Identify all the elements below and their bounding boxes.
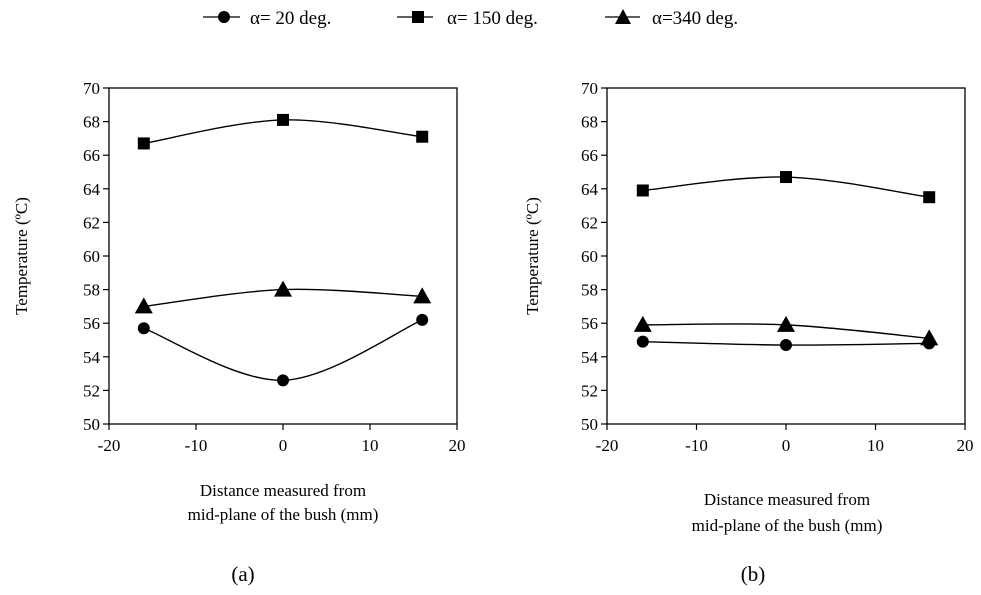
- x-tick-label: 10: [362, 436, 379, 455]
- y-tick-label: 68: [83, 113, 100, 132]
- legend-entry-alpha-20: α= 20 deg.: [203, 8, 331, 29]
- legend-label: α= 150 deg.: [447, 8, 538, 29]
- y-tick-label: 52: [83, 381, 100, 400]
- y-tick-label: 70: [581, 79, 598, 98]
- legend-marker-circle: [218, 11, 230, 23]
- y-tick-label: 62: [83, 213, 100, 232]
- legend-marker-square: [412, 11, 424, 23]
- y-tick-label: 56: [83, 314, 100, 333]
- legend-label: α=340 deg.: [652, 8, 738, 29]
- x-axis-label-line1: Distance measured from: [200, 481, 366, 500]
- data-point-circle: [416, 314, 428, 326]
- x-tick-label: -10: [685, 436, 708, 455]
- data-point-circle: [138, 322, 150, 334]
- data-point-square: [923, 191, 935, 203]
- data-point-triangle: [634, 316, 652, 332]
- y-tick-label: 50: [83, 415, 100, 434]
- x-tick-label: 0: [782, 436, 791, 455]
- plot-area: [607, 88, 965, 424]
- data-point-circle: [780, 339, 792, 351]
- series-line: [144, 320, 422, 381]
- y-axis-label: Temperature (ºC): [12, 197, 31, 315]
- chart-panel-a: 50 52 54 56 58 60 62 64 66 68 70 -20 -10 0 10 20 Distan…: [12, 79, 466, 586]
- data-point-square: [138, 137, 150, 149]
- panel-label: (a): [231, 562, 254, 586]
- x-tick-label: 20: [449, 436, 466, 455]
- y-tick-label: 60: [83, 247, 100, 266]
- x-tick-label: -20: [98, 436, 121, 455]
- x-tick-label: 10: [867, 436, 884, 455]
- x-axis-label-line1: Distance measured from: [704, 490, 870, 509]
- data-point-triangle: [777, 316, 795, 332]
- legend-entry-alpha-340: α=340 deg.: [605, 8, 738, 29]
- y-tick-label: 50: [581, 415, 598, 434]
- y-tick-label: 66: [83, 146, 100, 165]
- y-tick-label: 64: [83, 180, 101, 199]
- legend-entry-alpha-150: α= 150 deg.: [397, 8, 538, 29]
- y-tick-label: 54: [83, 348, 101, 367]
- y-tick-label: 52: [581, 381, 598, 400]
- x-axis-label-line2: mid-plane of the bush (mm): [692, 516, 883, 535]
- data-point-triangle: [274, 281, 292, 297]
- data-point-square: [277, 114, 289, 126]
- x-tick-label: 20: [957, 436, 974, 455]
- y-tick-label: 64: [581, 180, 599, 199]
- y-tick-label: 60: [581, 247, 598, 266]
- panel-label: (b): [741, 562, 766, 586]
- data-point-square: [416, 131, 428, 143]
- data-point-square: [780, 171, 792, 183]
- chart-panel-b: 50 52 54 56 58 60 62 64 66 68 70 -20 -10 0 10 20 Distan…: [523, 79, 974, 586]
- y-tick-label: 68: [581, 113, 598, 132]
- y-tick-label: 56: [581, 314, 598, 333]
- x-axis-label-line2: mid-plane of the bush (mm): [188, 505, 379, 524]
- x-tick-label: 0: [279, 436, 288, 455]
- data-point-circle: [637, 336, 649, 348]
- y-tick-label: 62: [581, 213, 598, 232]
- x-tick-label: -20: [596, 436, 619, 455]
- y-tick-label: 66: [581, 146, 598, 165]
- y-tick-label: 58: [83, 281, 100, 300]
- data-point-square: [637, 184, 649, 196]
- y-tick-label: 70: [83, 79, 100, 98]
- y-tick-label: 58: [581, 281, 598, 300]
- plot-area: [109, 88, 457, 424]
- legend: α= 20 deg. α= 150 deg. α=340 deg.: [203, 8, 738, 29]
- data-point-circle: [277, 374, 289, 386]
- legend-label: α= 20 deg.: [250, 8, 331, 29]
- y-axis-label: Temperature (ºC): [523, 197, 542, 315]
- x-tick-label: -10: [185, 436, 208, 455]
- y-tick-label: 54: [581, 348, 599, 367]
